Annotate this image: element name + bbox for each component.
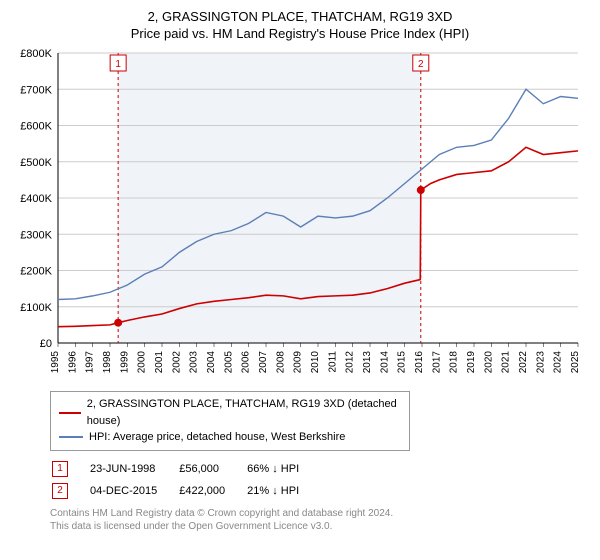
chart-subtitle: Price paid vs. HM Land Registry's House … [12,26,588,41]
svg-text:2005: 2005 [223,351,234,374]
chart-container: 2, GRASSINGTON PLACE, THATCHAM, RG19 3XD… [0,0,600,560]
marker-date: 23-JUN-1998 [90,459,177,479]
svg-text:2004: 2004 [206,351,217,374]
svg-text:£800K: £800K [20,48,52,60]
line-chart: £0 £100K £200K £300K £400K £500K £600K £700K £80… [12,45,588,385]
svg-text:£700K: £700K [20,84,52,96]
svg-text:2003: 2003 [189,351,200,374]
footer-line-1: Contains HM Land Registry data © Crown c… [50,507,588,520]
marker-delta: 21% ↓ HPI [247,481,319,501]
svg-text:1999: 1999 [119,351,130,374]
legend-label: 2, GRASSINGTON PLACE, THATCHAM, RG19 3XD… [87,396,401,429]
marker-badge: 1 [52,461,68,477]
svg-text:1997: 1997 [85,351,96,374]
marker-table: 1 23-JUN-1998£56,00066% ↓ HPI 2 04-DEC-2015… [50,457,321,503]
svg-text:2023: 2023 [535,351,546,374]
footer-attribution: Contains HM Land Registry data © Crown c… [50,507,588,533]
svg-text:2008: 2008 [275,351,286,374]
marker-row: 2 04-DEC-2015£422,00021% ↓ HPI [52,481,319,501]
marker-badge: 2 [52,483,68,499]
svg-text:1998: 1998 [102,351,113,374]
svg-text:2000: 2000 [137,351,148,374]
svg-text:£0: £0 [40,338,52,350]
legend: 2, GRASSINGTON PLACE, THATCHAM, RG19 3XD… [50,391,410,451]
svg-text:2021: 2021 [501,351,512,374]
svg-text:2007: 2007 [258,351,269,374]
svg-text:1996: 1996 [67,351,78,374]
legend-swatch [59,436,83,438]
footer-line-2: This data is licensed under the Open Gov… [50,520,588,533]
svg-text:2009: 2009 [293,351,304,374]
svg-text:£200K: £200K [20,266,52,278]
svg-text:£600K: £600K [20,121,52,133]
svg-text:2019: 2019 [466,351,477,374]
svg-text:2: 2 [418,59,424,70]
legend-row: 2, GRASSINGTON PLACE, THATCHAM, RG19 3XD… [59,396,401,429]
svg-text:£500K: £500K [20,157,52,169]
marker-delta: 66% ↓ HPI [247,459,319,479]
marker-price: £56,000 [179,459,245,479]
svg-text:£100K: £100K [20,302,52,314]
svg-text:2025: 2025 [570,351,581,374]
legend-row: HPI: Average price, detached house, West… [59,429,401,446]
svg-text:2002: 2002 [171,351,182,374]
svg-text:£400K: £400K [20,193,52,205]
svg-text:2014: 2014 [379,351,390,374]
marker-date: 04-DEC-2015 [90,481,177,501]
svg-text:2016: 2016 [414,351,425,374]
svg-text:2024: 2024 [553,351,564,374]
svg-text:2001: 2001 [154,351,165,374]
svg-text:2006: 2006 [241,351,252,374]
svg-text:2012: 2012 [345,351,356,374]
svg-text:1: 1 [115,59,121,70]
marker-row: 1 23-JUN-1998£56,00066% ↓ HPI [52,459,319,479]
legend-swatch [59,412,81,414]
svg-text:2017: 2017 [431,351,442,374]
svg-text:£300K: £300K [20,229,52,241]
svg-text:2020: 2020 [483,351,494,374]
chart-area: £0 £100K £200K £300K £400K £500K £600K £700K £80… [12,45,588,385]
svg-text:2022: 2022 [518,351,529,374]
svg-text:2010: 2010 [310,351,321,374]
svg-text:1995: 1995 [50,351,61,374]
svg-text:2011: 2011 [327,351,338,373]
legend-label: HPI: Average price, detached house, West… [89,429,345,446]
marker-price: £422,000 [179,481,245,501]
chart-title: 2, GRASSINGTON PLACE, THATCHAM, RG19 3XD [12,8,588,26]
svg-text:2015: 2015 [397,351,408,374]
svg-text:2013: 2013 [362,351,373,374]
svg-text:2018: 2018 [449,351,460,374]
